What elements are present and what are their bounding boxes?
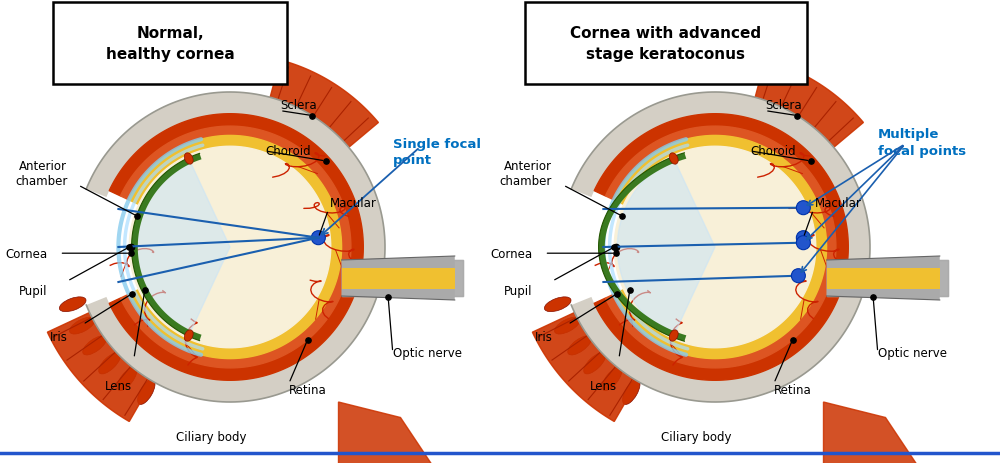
Polygon shape xyxy=(571,93,870,402)
Ellipse shape xyxy=(669,153,678,165)
Text: Sclera: Sclera xyxy=(280,98,317,112)
Polygon shape xyxy=(827,284,940,289)
Polygon shape xyxy=(129,147,331,348)
Text: Pupil: Pupil xyxy=(504,284,532,297)
Text: Choroid: Choroid xyxy=(750,145,796,158)
Text: Multiple
focal points: Multiple focal points xyxy=(878,128,966,157)
Ellipse shape xyxy=(568,336,591,355)
Polygon shape xyxy=(617,159,715,336)
Polygon shape xyxy=(120,127,351,368)
Polygon shape xyxy=(47,313,153,422)
Polygon shape xyxy=(755,61,863,148)
Ellipse shape xyxy=(138,380,155,405)
Text: Ciliary body: Ciliary body xyxy=(661,430,732,443)
Polygon shape xyxy=(342,271,455,285)
Polygon shape xyxy=(342,284,455,289)
Circle shape xyxy=(311,231,325,245)
Ellipse shape xyxy=(184,153,193,165)
Ellipse shape xyxy=(602,368,622,391)
Text: Anterior
chamber: Anterior chamber xyxy=(15,159,67,187)
Polygon shape xyxy=(827,271,940,285)
Polygon shape xyxy=(132,159,230,336)
Text: Iris: Iris xyxy=(534,331,552,344)
Text: Macular: Macular xyxy=(330,197,377,210)
Polygon shape xyxy=(614,147,816,348)
Text: Cornea: Cornea xyxy=(490,247,532,260)
Polygon shape xyxy=(614,136,827,359)
Polygon shape xyxy=(594,114,848,381)
Ellipse shape xyxy=(117,368,137,391)
Text: Optic nerve: Optic nerve xyxy=(878,346,947,359)
Text: Normal,
healthy cornea: Normal, healthy cornea xyxy=(106,26,234,62)
Text: Lens: Lens xyxy=(105,379,132,392)
Polygon shape xyxy=(599,153,686,342)
Polygon shape xyxy=(824,402,916,463)
Polygon shape xyxy=(605,127,836,368)
Text: Iris: Iris xyxy=(49,331,67,344)
Ellipse shape xyxy=(544,297,571,312)
Polygon shape xyxy=(339,402,432,463)
Text: Retina: Retina xyxy=(289,383,327,396)
Ellipse shape xyxy=(184,330,193,341)
Text: Sclera: Sclera xyxy=(765,98,802,112)
Text: Single focal
point: Single focal point xyxy=(393,138,481,167)
Ellipse shape xyxy=(623,380,640,405)
Polygon shape xyxy=(129,136,342,359)
Circle shape xyxy=(796,201,810,215)
Text: Lens: Lens xyxy=(590,379,617,392)
Polygon shape xyxy=(342,257,455,300)
Polygon shape xyxy=(109,114,363,381)
Text: Choroid: Choroid xyxy=(265,145,311,158)
Text: Anterior
chamber: Anterior chamber xyxy=(500,159,552,187)
FancyBboxPatch shape xyxy=(53,3,287,85)
Polygon shape xyxy=(532,313,638,422)
Polygon shape xyxy=(827,257,940,300)
Ellipse shape xyxy=(99,353,120,374)
Ellipse shape xyxy=(70,318,95,334)
Polygon shape xyxy=(132,154,202,341)
Text: Macular: Macular xyxy=(815,197,862,210)
Text: Cornea with advanced
stage keratoconus: Cornea with advanced stage keratoconus xyxy=(570,26,762,62)
Text: Optic nerve: Optic nerve xyxy=(393,346,462,359)
Text: Retina: Retina xyxy=(774,383,812,396)
Text: Cornea: Cornea xyxy=(5,247,47,260)
Polygon shape xyxy=(342,268,455,273)
Text: Ciliary body: Ciliary body xyxy=(176,430,247,443)
Ellipse shape xyxy=(83,336,106,355)
Ellipse shape xyxy=(584,353,605,374)
Polygon shape xyxy=(86,93,385,402)
Circle shape xyxy=(796,236,810,250)
Ellipse shape xyxy=(555,318,580,334)
Circle shape xyxy=(796,231,810,245)
Ellipse shape xyxy=(669,330,678,341)
Ellipse shape xyxy=(59,297,86,312)
Polygon shape xyxy=(270,61,378,148)
Circle shape xyxy=(791,269,805,283)
FancyBboxPatch shape xyxy=(525,3,807,85)
Polygon shape xyxy=(827,268,940,273)
Text: Pupil: Pupil xyxy=(19,284,47,297)
